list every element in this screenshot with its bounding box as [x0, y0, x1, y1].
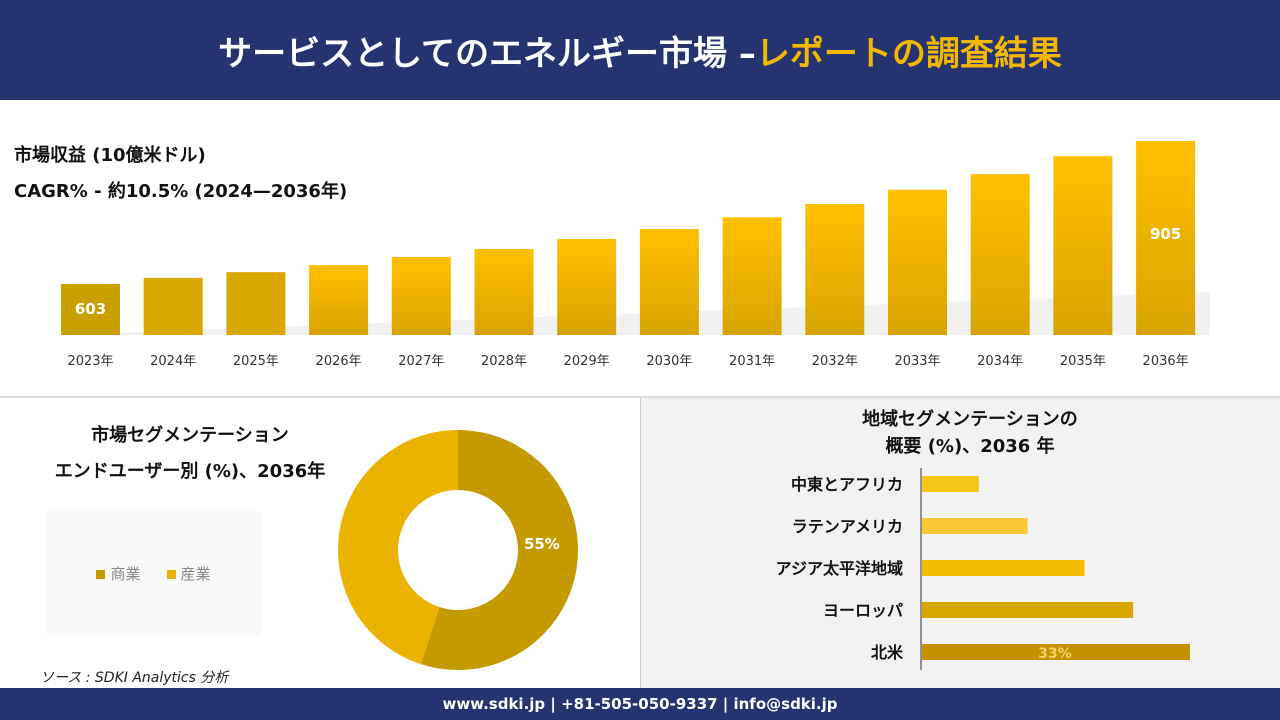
revenue-bar — [391, 257, 451, 335]
x-tick-label: 2025年 — [233, 354, 279, 369]
report-header: サービスとしてのエネルギー市場 – レポートの調査結果 — [0, 0, 1280, 100]
bar-data-label: 905 — [1150, 225, 1181, 243]
region-panel — [641, 398, 1280, 688]
x-tick-label: 2024年 — [150, 354, 196, 369]
legend-item-commercial: 商業 — [96, 563, 141, 584]
x-tick-label: 2029年 — [564, 354, 610, 369]
revenue-bar — [1053, 156, 1113, 335]
x-tick-label: 2023年 — [67, 354, 113, 369]
revenue-bar — [722, 217, 782, 335]
revenue-bar — [888, 189, 947, 335]
x-tick-label: 2031年 — [729, 354, 775, 369]
x-tick-label: 2027年 — [398, 354, 444, 369]
source-note: ソース : SDKI Analytics 分析 — [40, 670, 229, 686]
x-tick-label: 2036年 — [1143, 354, 1189, 369]
revenue-chart-subtitle: CAGR% - 約10.5% (2024—2036年) — [14, 181, 348, 202]
x-tick-label: 2026年 — [316, 354, 362, 369]
legend-item-industrial: 産業 — [166, 563, 211, 584]
donut-legend: 商業 産業 — [46, 511, 261, 636]
segment-subtitle: エンドユーザー別 (%)、2036年 — [54, 461, 326, 482]
x-tick-label: 2030年 — [646, 354, 692, 369]
segment-title: 市場セグメンテーション — [91, 425, 289, 446]
revenue-bar — [226, 272, 286, 335]
revenue-bar — [1136, 141, 1196, 335]
revenue-bar — [309, 265, 369, 335]
divider — [0, 396, 1280, 398]
x-tick-label: 2033年 — [894, 354, 940, 369]
title-accent: レポートの調査結果 — [755, 33, 1062, 74]
revenue-bar — [61, 284, 120, 335]
title-main: サービスとしてのエネルギー市場 – — [218, 33, 756, 74]
revenue-chart-title: 市場収益 (10億米ドル) — [14, 145, 206, 166]
revenue-bar — [639, 229, 699, 335]
x-tick-label: 2035年 — [1060, 354, 1106, 369]
revenue-bar — [474, 248, 534, 335]
revenue-bar — [805, 203, 865, 335]
x-tick-label: 2032年 — [812, 354, 858, 369]
legend-swatch — [96, 570, 106, 579]
revenue-bar — [970, 174, 1030, 335]
revenue-bar — [557, 239, 617, 335]
footer-contact: www.sdki.jp | +81-505-050-9337 | info@sd… — [0, 688, 1280, 720]
panel-divider — [640, 398, 641, 688]
legend-swatch — [166, 570, 176, 579]
x-tick-label: 2028年 — [481, 354, 527, 369]
revenue-bar — [143, 277, 203, 335]
region-subtitle: 概要 (%)、2036 年 — [885, 436, 1055, 457]
x-tick-label: 2034年 — [977, 354, 1023, 369]
region-title: 地域セグメンテーションの — [862, 409, 1078, 430]
bar-data-label: 603 — [75, 300, 106, 318]
